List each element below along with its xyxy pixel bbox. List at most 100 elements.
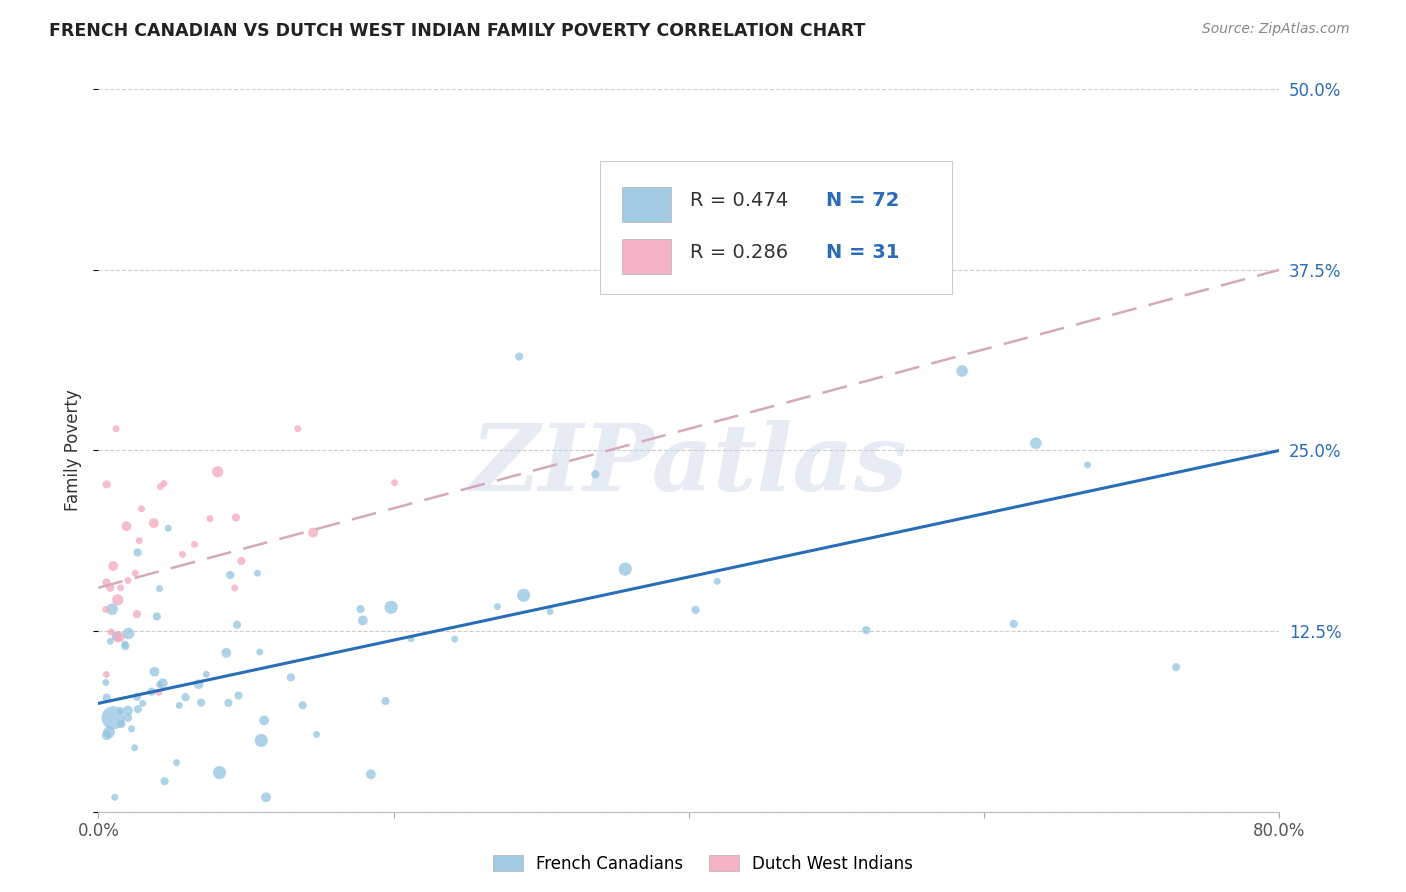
- Point: [103, 711, 125, 725]
- FancyBboxPatch shape: [621, 239, 671, 274]
- Point: [1002, 616, 1025, 631]
- Point: [195, 667, 218, 681]
- Point: [208, 765, 231, 780]
- Point: [127, 702, 149, 716]
- Point: [508, 350, 530, 364]
- Point: [96, 728, 118, 742]
- Point: [512, 588, 534, 602]
- Point: [172, 548, 194, 562]
- Point: [98, 725, 121, 739]
- Point: [183, 537, 205, 551]
- Point: [215, 646, 238, 660]
- Point: [224, 581, 246, 595]
- Point: [374, 694, 396, 708]
- Point: [217, 696, 239, 710]
- Point: [538, 605, 561, 619]
- Point: [226, 617, 249, 632]
- Point: [190, 696, 212, 710]
- Point: [614, 562, 637, 576]
- Point: [166, 756, 188, 770]
- Point: [100, 624, 122, 639]
- Point: [149, 677, 172, 691]
- Point: [153, 476, 176, 491]
- Point: [1077, 458, 1099, 472]
- Point: [98, 581, 121, 595]
- Point: [254, 790, 277, 805]
- Point: [280, 670, 302, 684]
- Point: [253, 714, 276, 728]
- Point: [110, 717, 132, 731]
- Point: [152, 676, 174, 690]
- Point: [148, 685, 170, 699]
- Point: [583, 467, 606, 482]
- Y-axis label: Family Poverty: Family Poverty: [65, 390, 83, 511]
- Text: Source: ZipAtlas.com: Source: ZipAtlas.com: [1202, 22, 1350, 37]
- Point: [146, 609, 169, 624]
- Point: [141, 684, 163, 698]
- Point: [187, 677, 209, 691]
- Text: R = 0.286: R = 0.286: [690, 243, 789, 262]
- Point: [127, 545, 149, 559]
- Point: [302, 525, 325, 540]
- Point: [117, 711, 139, 725]
- Point: [380, 600, 402, 615]
- Point: [443, 632, 465, 647]
- Point: [96, 477, 118, 491]
- Point: [149, 480, 172, 494]
- Point: [287, 422, 309, 436]
- Point: [231, 554, 253, 568]
- Point: [101, 602, 124, 616]
- Point: [1166, 660, 1188, 674]
- FancyBboxPatch shape: [600, 161, 952, 294]
- Point: [94, 602, 117, 616]
- Point: [114, 637, 136, 651]
- Point: [96, 690, 118, 705]
- Point: [352, 614, 374, 628]
- Point: [153, 774, 176, 789]
- Point: [612, 176, 634, 190]
- Point: [950, 364, 973, 378]
- Point: [117, 626, 139, 640]
- Point: [107, 630, 129, 644]
- Point: [132, 696, 155, 710]
- Point: [117, 704, 139, 718]
- Point: [246, 566, 269, 581]
- Point: [131, 501, 153, 516]
- Point: [110, 704, 132, 718]
- Text: N = 31: N = 31: [825, 243, 900, 262]
- Point: [250, 733, 273, 747]
- Point: [124, 566, 146, 581]
- Point: [143, 665, 166, 679]
- Point: [228, 689, 250, 703]
- Point: [685, 603, 707, 617]
- Point: [96, 575, 118, 590]
- Point: [706, 574, 728, 589]
- Point: [305, 727, 328, 741]
- Point: [124, 740, 146, 755]
- Point: [225, 510, 247, 524]
- Point: [110, 581, 132, 595]
- Point: [94, 675, 117, 690]
- Point: [115, 519, 138, 533]
- Legend: French Canadians, Dutch West Indians: French Canadians, Dutch West Indians: [486, 848, 920, 880]
- Text: N = 72: N = 72: [825, 191, 900, 210]
- Point: [486, 599, 509, 614]
- Point: [207, 465, 229, 479]
- Point: [249, 645, 271, 659]
- Point: [107, 592, 129, 607]
- Point: [128, 533, 150, 548]
- Point: [167, 698, 190, 713]
- Point: [349, 602, 371, 616]
- Point: [125, 690, 148, 704]
- Point: [103, 559, 125, 574]
- Point: [114, 639, 136, 653]
- Text: R = 0.474: R = 0.474: [690, 191, 789, 210]
- Point: [142, 516, 165, 530]
- Point: [219, 568, 242, 582]
- Point: [105, 630, 128, 644]
- Point: [125, 607, 148, 621]
- Point: [105, 422, 128, 436]
- Point: [399, 632, 422, 646]
- Point: [291, 698, 314, 713]
- Point: [148, 582, 170, 596]
